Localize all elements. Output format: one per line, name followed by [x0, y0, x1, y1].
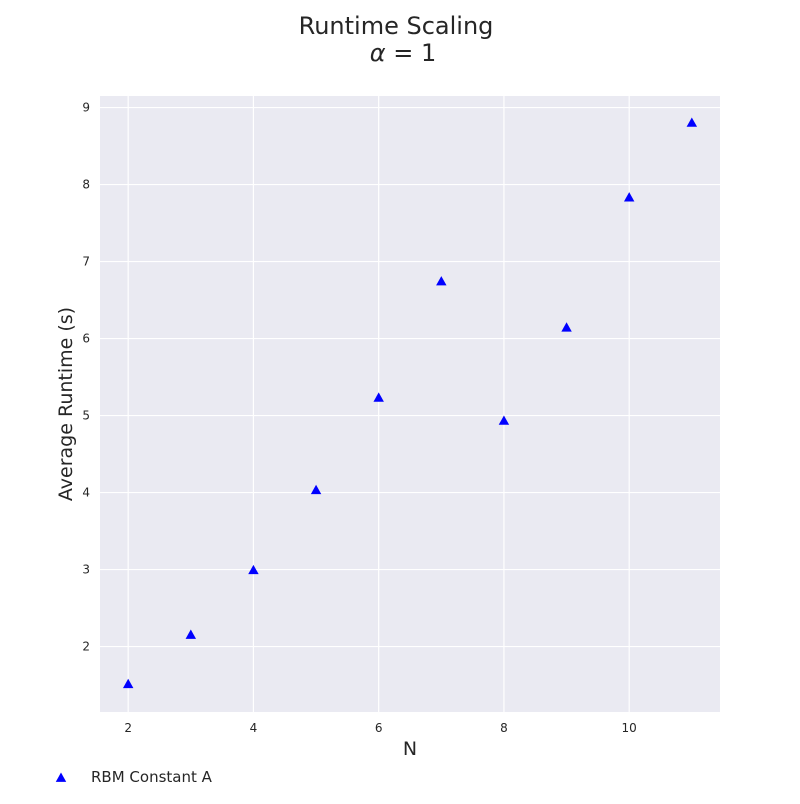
- y-tick-label: 6: [82, 332, 90, 346]
- y-tick-label: 2: [82, 640, 90, 654]
- y-tick-label: 8: [82, 178, 90, 192]
- chart-title: Runtime Scaling: [299, 12, 494, 40]
- y-tick-labels: 2 3 4 5 6 7 8 9: [82, 101, 90, 654]
- data-point: [122, 678, 134, 689]
- data-point: [248, 564, 259, 575]
- x-tick-labels: 2 4 6 8 10: [124, 721, 636, 735]
- data-point: [561, 322, 572, 332]
- chart-subtitle: α = 1: [370, 39, 436, 67]
- plot-area: [100, 96, 720, 712]
- subtitle-rest: = 1: [386, 39, 437, 67]
- y-axis-label: Average Runtime (s): [55, 307, 77, 501]
- data-point: [185, 629, 197, 639]
- grid: [100, 96, 720, 712]
- x-tick-label: 8: [500, 721, 508, 735]
- data-point: [623, 192, 635, 202]
- y-tick-label: 5: [82, 409, 90, 423]
- data-point: [686, 117, 698, 127]
- legend: RBM Constant A: [55, 768, 213, 786]
- x-tick-label: 2: [124, 721, 132, 735]
- data-point: [498, 415, 510, 425]
- y-tick-label: 3: [82, 563, 90, 577]
- x-tick-label: 4: [250, 721, 258, 735]
- y-tick-label: 9: [82, 101, 90, 115]
- x-tick-label: 10: [622, 721, 637, 735]
- data-points: [122, 117, 698, 689]
- data-point: [436, 276, 447, 286]
- subtitle-symbol: α: [370, 39, 386, 67]
- y-tick-label: 4: [82, 486, 90, 500]
- data-point: [373, 392, 384, 402]
- y-tick-label: 7: [82, 255, 90, 269]
- data-point: [310, 484, 322, 495]
- legend-label: RBM Constant A: [91, 768, 213, 786]
- x-tick-label: 6: [375, 721, 383, 735]
- legend-marker-triangle: [55, 772, 67, 782]
- x-axis-label: N: [403, 738, 417, 760]
